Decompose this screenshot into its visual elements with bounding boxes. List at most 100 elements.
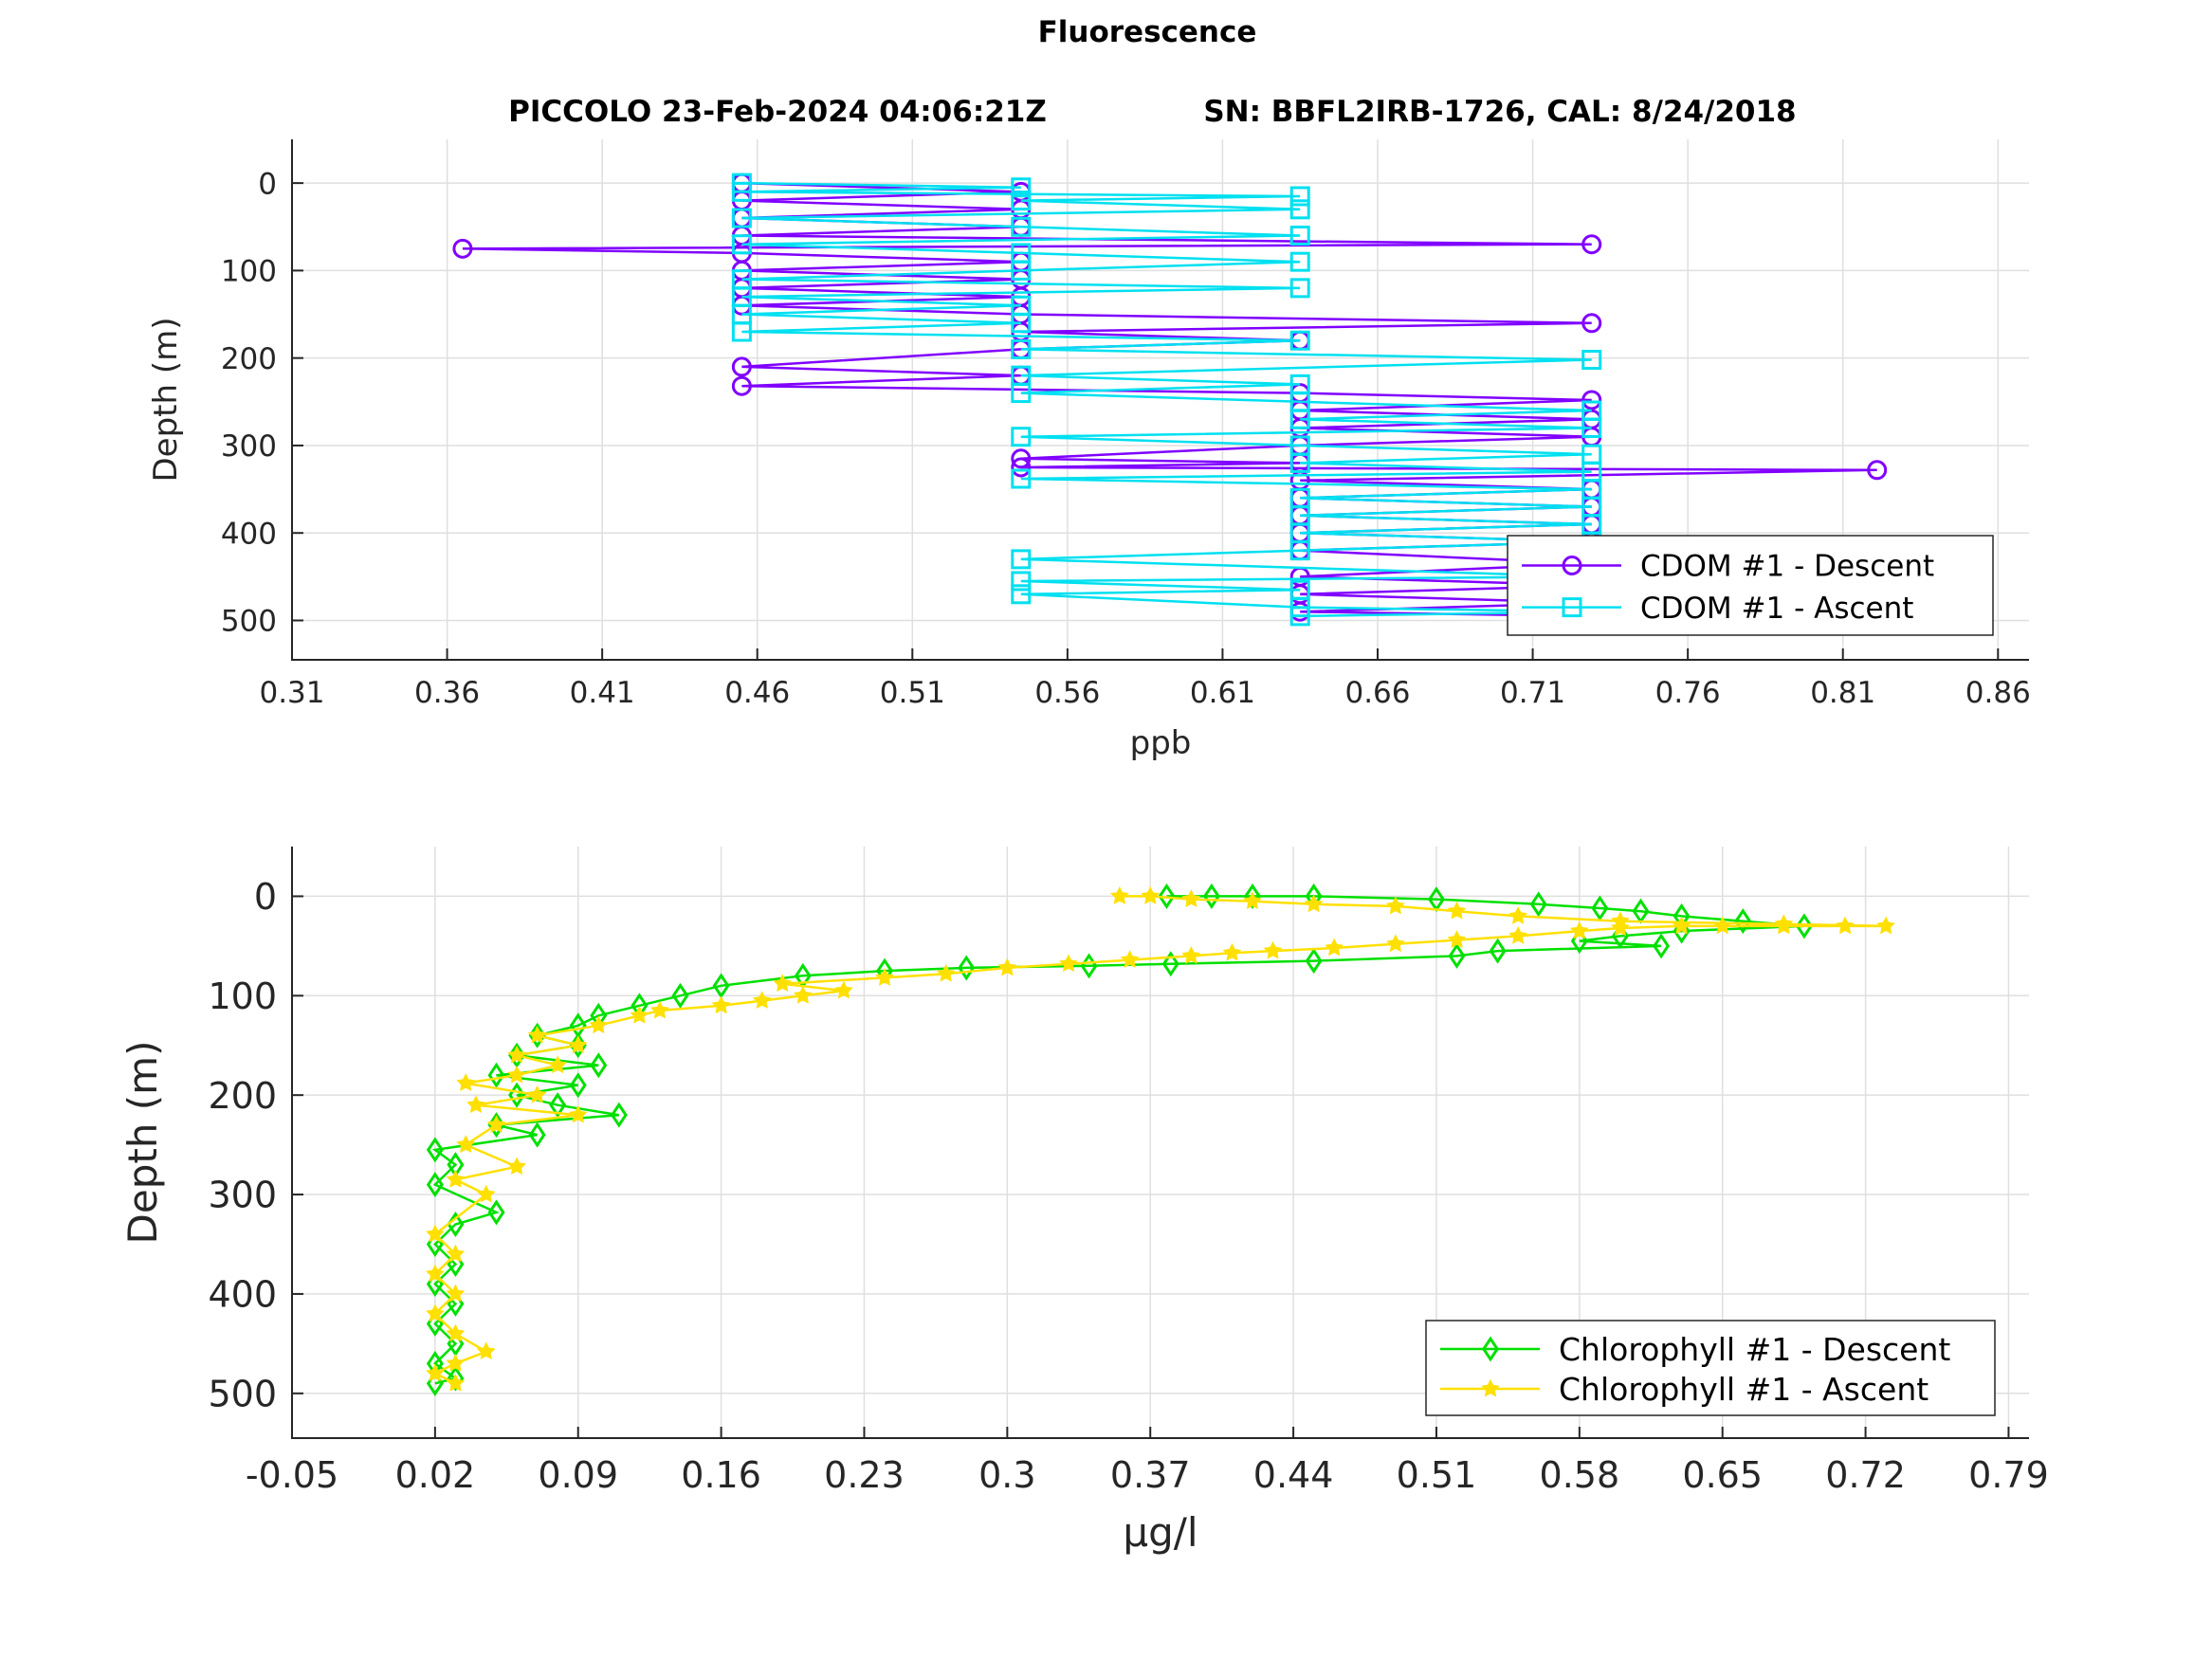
series-chlorophyll-1-descent-point [426, 1172, 444, 1198]
series-chlorophyll-1-ascent-point [630, 1005, 649, 1024]
series-cdom-1-ascent-point [1289, 278, 1310, 299]
series-chlorophyll-1-ascent-point [773, 974, 793, 993]
series-cdom-1-descent-point [1867, 460, 1888, 481]
series-chlorophyll-1-descent-point [1734, 908, 1752, 935]
y-axis-label: Depth (m) [147, 317, 185, 482]
series-chlorophyll-1-ascent-point [466, 1095, 485, 1114]
series-chlorophyll-1-ascent-point [548, 1055, 568, 1074]
legend-label: Chlorophyll #1 - Ascent [1559, 1371, 1929, 1408]
series-chlorophyll-1-ascent-point [527, 1085, 547, 1103]
series-chlorophyll-1-ascent-point [1059, 954, 1078, 973]
series-chlorophyll-1-ascent-point [1222, 942, 1242, 961]
series-cdom-1-ascent-point [731, 269, 752, 290]
series-cdom-1-ascent-point [1289, 330, 1310, 351]
series-chlorophyll-1-ascent-point [1447, 901, 1467, 920]
series-cdom-1-ascent-point [1581, 444, 1602, 465]
series-chlorophyll-1-descent-point [590, 1052, 608, 1079]
series-chlorophyll-1-ascent-point [446, 1373, 466, 1392]
plots-layer: 0.31 0.36 0.41 0.46 0.51 0.56 0.61 0.66 0.71 0.76… [119, 139, 2049, 1556]
y-tick-label: 500 [221, 605, 277, 639]
series-chlorophyll-1-descent-point [487, 1199, 505, 1226]
series-chlorophyll-1-ascent-point [446, 1169, 466, 1188]
y-tick-label: 100 [208, 975, 277, 1017]
series-chlorophyll-1-ascent-point [426, 1264, 445, 1283]
series-cdom-1-descent-point [1581, 390, 1602, 410]
series-chlorophyll-1-ascent-point [486, 1115, 506, 1134]
y-tick-label: 200 [221, 342, 277, 376]
series-chlorophyll-1-ascent-point [446, 1323, 466, 1342]
x-tick-label: 0.81 [1810, 676, 1875, 710]
series-cdom-1-ascent-point [1289, 579, 1310, 600]
series-cdom-1-ascent-point [1011, 549, 1032, 570]
legend-box [1425, 1320, 1996, 1416]
series-cdom-1-ascent-point [1011, 571, 1032, 592]
series-chlorophyll-1-descent-point [671, 982, 689, 1009]
series-cdom-1-ascent-point [1289, 251, 1310, 272]
series-chlorophyll-1-descent-point [569, 1072, 587, 1099]
series-cdom-1-ascent-point [1289, 225, 1310, 246]
series-chlorophyll-1-ascent-point [1120, 950, 1140, 968]
legend-marker [1481, 1336, 1500, 1362]
x-tick-label: 0.23 [824, 1454, 905, 1496]
x-tick-label: 0.46 [724, 676, 790, 710]
series-chlorophyll-1-ascent-point [834, 980, 853, 999]
series-cdom-1-descent-point [452, 238, 473, 259]
figure-subtitle-right: SN: BBFL2IRB-1726, CAL: 8/24/2018 [1203, 95, 1796, 129]
x-tick-label: 0.02 [395, 1454, 476, 1496]
legend-label: CDOM #1 - Ascent [1640, 592, 1913, 626]
series-chlorophyll-1-ascent-point [1386, 896, 1405, 915]
x-axis-label: μg/l [1123, 1509, 1197, 1556]
series-chlorophyll-1-ascent-point [1181, 946, 1201, 964]
series-chlorophyll-1-descent-point [610, 1102, 628, 1128]
series-cdom-1-ascent-point [1011, 427, 1032, 447]
series-chlorophyll-1-ascent-point [1447, 930, 1467, 948]
series-chlorophyll-1-ascent-point [446, 1284, 466, 1303]
series-cdom-1-ascent-point [731, 234, 752, 255]
figure-title: Fluorescence [1038, 15, 1257, 49]
y-tick-label: 400 [221, 517, 277, 551]
series-chlorophyll-1-ascent-point [1508, 926, 1528, 944]
series-cdom-1-ascent-point [1289, 435, 1310, 456]
series-chlorophyll-1-ascent-point [1611, 918, 1630, 937]
x-tick-label: 0.66 [1344, 676, 1410, 710]
y-tick-label: 100 [221, 255, 277, 289]
series-chlorophyll-1-ascent [426, 886, 1895, 1392]
series-chlorophyll-1-ascent-point [1876, 916, 1895, 935]
x-tick-label: 0.72 [1825, 1454, 1906, 1496]
series-cdom-1-descent-point [1581, 313, 1602, 334]
series-chlorophyll-1-ascent-point [1304, 894, 1324, 913]
series-chlorophyll-1-descent-point [958, 955, 976, 981]
series-chlorophyll-1-ascent-point [711, 995, 731, 1014]
legend-marker [1562, 597, 1582, 618]
x-tick-label: 0.16 [681, 1454, 761, 1496]
legend: CDOM #1 - Descent CDOM #1 - Ascent [1507, 535, 1994, 636]
series-chlorophyll-1-ascent-point [793, 985, 813, 1004]
x-tick-label: 0.36 [414, 676, 480, 710]
series-chlorophyll-1-ascent-point [1712, 916, 1732, 935]
series-cdom-1-descent-point [1581, 234, 1602, 255]
series-cdom-1-descent-point [1011, 457, 1032, 478]
series-chlorophyll-1-descent-point [1529, 891, 1547, 918]
series-chlorophyll-1-ascent-point [446, 1244, 466, 1263]
series-chlorophyll-1-ascent-point [1774, 914, 1794, 933]
x-tick-label: 0.37 [1110, 1454, 1191, 1496]
series-chlorophyll-1-ascent-point [589, 1015, 609, 1034]
series-cdom-1-ascent-point [1011, 468, 1032, 489]
series-cdom-1-descent-point [731, 375, 752, 396]
series-chlorophyll-1-descent-point [447, 1365, 465, 1392]
legend-marker [1562, 556, 1582, 575]
series-chlorophyll-1-ascent-point [1508, 906, 1528, 924]
series-chlorophyll-1-ascent-point [476, 1341, 496, 1360]
series-chlorophyll-1-descent-point [1202, 883, 1220, 909]
series-chlorophyll-1-ascent-point [446, 1353, 466, 1372]
legend-label: CDOM #1 - Descent [1640, 550, 1934, 584]
series-cdom-1-descent-point [1011, 448, 1032, 469]
series-chlorophyll-1-descent-point [1795, 913, 1813, 939]
y-tick-label: 0 [258, 167, 277, 201]
x-tick-label: 0.31 [259, 676, 324, 710]
series-chlorophyll-1-ascent-point [875, 967, 894, 986]
series-cdom-1-descent-point [731, 356, 752, 377]
series-chlorophyll-1-ascent-point [1569, 921, 1589, 939]
subplot-1: 0.31 0.36 0.41 0.46 0.51 0.56 0.61 0.66 0.71 0.76… [147, 139, 2031, 762]
